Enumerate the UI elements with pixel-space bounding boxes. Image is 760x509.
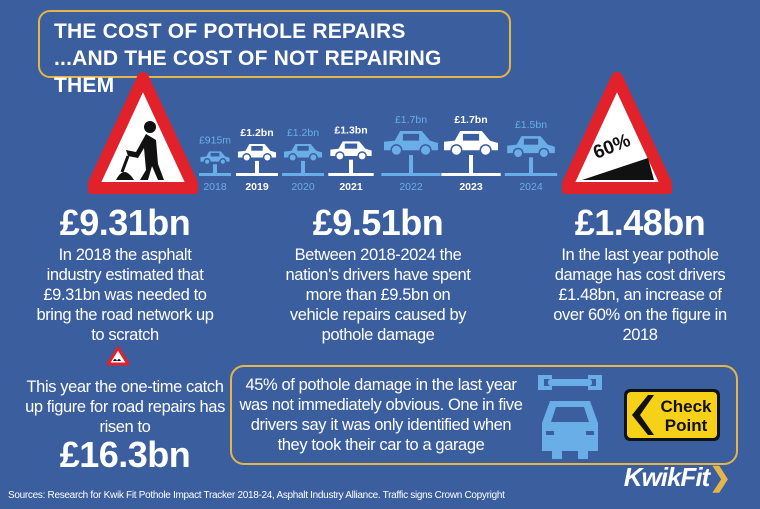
lift-value-label: £1.3bn [334,124,367,136]
car-lift-2024: £1.5bn 2024 [504,119,558,193]
lift-value-label: £1.2bn [240,127,273,139]
title-line-1: THE COST OF POTHOLE REPAIRS [54,20,406,43]
car-lift-2019: £1.2bn 2019 [236,127,278,193]
check-point-sign-icon: Check Point [624,389,720,441]
wheel-icon [262,153,272,162]
lift-value-label: £1.2bn [287,127,319,139]
wheel-icon [242,153,252,162]
wheel-icon [450,144,463,157]
car-lift-2021: £1.3bn 2021 [328,124,374,193]
logo-text: KwikFit [623,462,710,492]
lift-value-label: £1.7bn [454,114,487,126]
wheel-icon [479,144,492,157]
lift-post [255,160,259,175]
hidden-damage-box: 45% of pothole damage in the last year w… [230,365,738,465]
catchup-text: This year the one-time catch up figure f… [25,378,225,436]
lift-year-label: 2018 [203,181,227,193]
lift-post [301,160,305,175]
wheel-icon [219,158,227,166]
car-lift-2022: £1.7bn 2022 [381,114,441,193]
sign-line-2: Point [665,416,708,435]
hidden-damage-text: 45% of pothole damage in the last year w… [239,376,523,454]
roadworks-sign-icon [88,72,198,194]
wheel-icon [288,153,298,162]
wheel-icon [538,147,550,159]
lift-year-label: 2024 [519,181,543,193]
left-value: £9.31bn [59,202,191,243]
car-lift-2020: £1.2bn 2020 [282,127,324,193]
steep-hill-sign-icon: 60% [562,72,672,194]
catchup-value: £16.3bn [59,434,191,475]
wheel-icon [203,158,211,166]
lift-post [469,155,473,175]
right-value: £1.48bn [574,202,706,243]
lift-year-label: 2020 [291,181,315,193]
sources-text: Sources: Research for Kwik Fit Pothole I… [8,490,505,501]
lift-value-label: £1.7bn [395,114,427,126]
lift-year-label: 2023 [459,181,483,193]
wheel-icon [390,144,403,157]
lift-year-label: 2019 [245,181,269,193]
car-spanner-icon [538,375,602,459]
car-lift-2023: £1.7bn 2023 [441,114,501,193]
wheel-icon [419,144,432,157]
wheel-icon [335,151,345,161]
lift-post [529,157,533,175]
title-line-2: ...AND THE COST OF NOT REPAIRING THEM [54,47,442,97]
middle-value: £9.51bn [312,202,444,243]
sign-line-1: Check [660,397,712,416]
lift-post [213,164,217,175]
lift-year-label: 2021 [339,181,363,193]
car-lift-pictogram: £915m2018£1.2bn2019£1.2bn2020£1.3bn2021£… [199,114,558,193]
wheel-icon [357,151,367,161]
wheel-icon [308,153,318,162]
lift-year-label: 2022 [399,181,423,193]
kwikfit-logo: KwikFit❯ [623,462,731,493]
title-box: THE COST OF POTHOLE REPAIRS ...AND THE C… [38,10,511,97]
wheel-icon [512,147,524,159]
lift-value-label: £1.5bn [515,119,547,131]
chevron-right-icon: ❯ [709,462,731,492]
right-text: In the last year pothole damage has cost… [553,246,727,344]
lift-value-label: £915m [199,134,231,146]
car-lift-2018: £915m 2018 [199,134,231,193]
middle-text: Between 2018-2024 the nation's drivers h… [285,246,471,344]
lift-post [349,159,353,175]
lift-post [409,155,413,175]
left-text: In 2018 the asphalt industry estimated t… [36,246,214,344]
uneven-road-sign-icon [106,346,130,366]
